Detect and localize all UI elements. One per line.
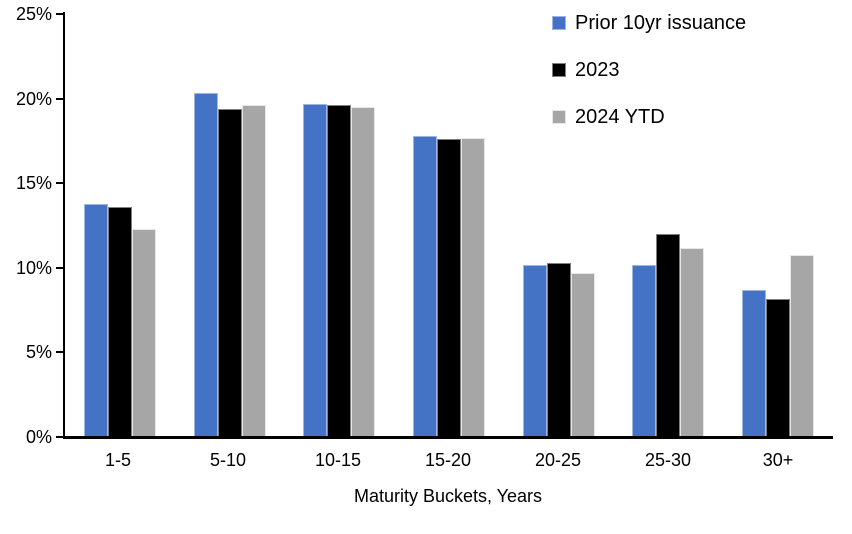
bar-2024-ytd-30+ [790,254,815,436]
bar-prior-10yr-issuance-10-15 [303,103,328,436]
bar-2023-20-25 [546,263,571,436]
bar-prior-10yr-issuance-30+ [742,290,767,436]
x-category-label: 10-15 [314,450,362,470]
bar-2023-1-5 [107,207,132,436]
legend-label: Prior 10yr issuance [575,11,747,34]
legend-swatch-icon [552,63,566,77]
legend-label: 2024 YTD [575,105,665,128]
y-tick-mark [56,351,63,354]
legend-swatch-icon [552,110,566,124]
bar-2024-ytd-1-5 [131,229,156,436]
y-tick-label: 0% [25,427,52,447]
bar-prior-10yr-issuance-25-30 [632,264,657,436]
bar-group-5-10 [175,12,285,436]
legend-item-prior-10yr-issuance: Prior 10yr issuance [552,12,746,34]
bar-group-20-25 [504,12,614,436]
x-axis-title: Maturity Buckets, Years [353,486,543,506]
bar-groups [65,12,833,436]
bar-prior-10yr-issuance-1-5 [83,203,108,436]
y-tick-label: 5% [25,342,52,363]
y-tick-mark [56,13,63,15]
y-tick-label: 15% [15,173,52,194]
bar-2023-15-20 [437,139,462,436]
x-category-label: 15-20 [424,450,472,470]
legend-swatch-icon [552,16,566,30]
bar-2024-ytd-25-30 [680,247,705,436]
x-category-label: 20-25 [534,450,582,470]
x-axis-labels: 1-5 5-10 10-15 15-20 20-25 25-30 30+ [63,450,833,471]
chart-legend: Prior 10yr issuance 2023 2024 YTD [552,12,746,153]
legend-item-2024-ytd: 2024 YTD [552,106,746,128]
y-tick-mark [56,97,63,100]
bar-group-30+ [723,12,833,436]
bar-2024-ytd-20-25 [570,273,595,436]
y-tick-label: 20% [15,88,52,109]
bar-2024-ytd-10-15 [351,106,376,436]
bar-2023-10-15 [327,105,352,436]
y-tick-mark [56,182,63,185]
bar-prior-10yr-issuance-5-10 [193,93,218,436]
y-tick-label: 10% [15,257,52,278]
bar-prior-10yr-issuance-20-25 [522,264,547,436]
x-category-label: 25-30 [644,450,692,470]
bar-prior-10yr-issuance-15-20 [413,135,438,436]
bar-group-10-15 [284,12,394,436]
legend-item-2023: 2023 [552,59,746,81]
x-category-label: 30+ [762,450,794,470]
bar-group-25-30 [614,12,724,436]
plot-area [63,12,833,439]
x-category-label: 1-5 [104,450,131,470]
y-tick-mark [56,436,63,438]
y-tick-mark [56,266,63,269]
y-tick-label: 25% [15,4,52,24]
bar-2023-5-10 [217,108,242,436]
x-category-label: 5-10 [209,450,247,470]
bar-2023-25-30 [656,234,681,436]
bar-2024-ytd-5-10 [241,105,266,436]
bar-2024-ytd-15-20 [461,137,486,436]
bar-2023-30+ [766,298,791,436]
legend-label: 2023 [575,58,620,81]
bar-group-1-5 [65,12,175,436]
bar-group-15-20 [394,12,504,436]
